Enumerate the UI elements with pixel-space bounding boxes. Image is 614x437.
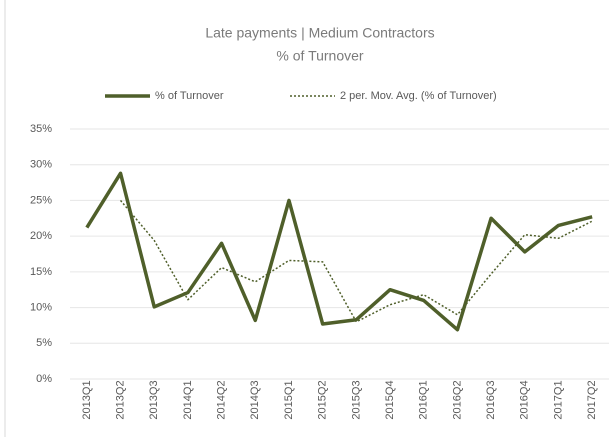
x-tick-label: 2014Q3 — [249, 380, 261, 419]
x-tick-label: 2014Q2 — [216, 380, 228, 419]
y-tick-label: 35% — [30, 123, 52, 135]
y-tick-label: 15% — [30, 266, 52, 278]
legend-label: 2 per. Mov. Avg. (% of Turnover) — [340, 90, 497, 102]
x-tick-label: 2013Q2 — [114, 380, 126, 419]
x-tick-label: 2015Q4 — [384, 380, 396, 419]
x-tick-label: 2014Q1 — [182, 380, 194, 419]
legend-label: % of Turnover — [155, 90, 224, 102]
y-tick-label: 5% — [36, 337, 52, 349]
x-tick-label: 2016Q1 — [418, 380, 430, 419]
y-tick-label: 0% — [36, 373, 52, 385]
chart-subtitle: % of Turnover — [276, 48, 363, 64]
y-tick-label: 30% — [30, 159, 52, 171]
x-tick-label: 2015Q3 — [350, 380, 362, 419]
y-tick-label: 20% — [30, 230, 52, 242]
x-tick-label: 2016Q3 — [485, 380, 497, 419]
chart-title: Late payments | Medium Contractors — [205, 25, 434, 41]
x-tick-label: 2017Q2 — [586, 380, 598, 419]
y-tick-label: 10% — [30, 301, 52, 313]
x-tick-label: 2015Q2 — [317, 380, 329, 419]
x-tick-label: 2016Q4 — [519, 380, 531, 419]
x-tick-label: 2013Q1 — [81, 380, 93, 419]
x-tick-label: 2015Q1 — [283, 380, 295, 419]
series-line — [119, 199, 593, 323]
x-tick-label: 2013Q3 — [148, 380, 160, 419]
x-tick-label: 2017Q1 — [552, 380, 564, 419]
series-line — [85, 171, 593, 332]
y-tick-label: 25% — [30, 194, 52, 206]
x-tick-label: 2016Q2 — [451, 380, 463, 419]
